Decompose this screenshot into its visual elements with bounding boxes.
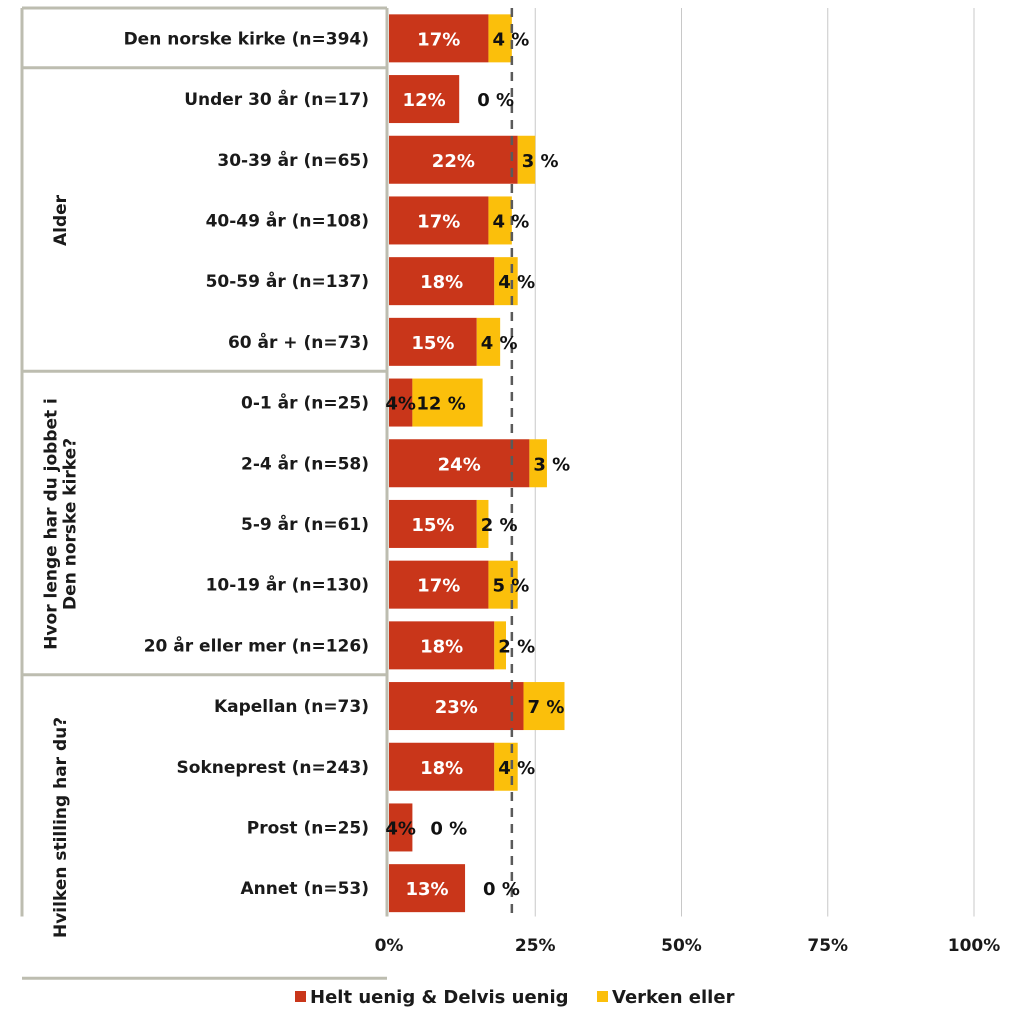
category-label: 0-1 år (n=25) (241, 392, 369, 414)
data-label-verken-eller: 7 % (528, 697, 565, 718)
x-tick-label: 100% (948, 936, 1001, 956)
bar-verken-eller (476, 499, 489, 548)
data-label-verken-eller: 0 % (477, 90, 514, 111)
bar-helt-uenig (389, 560, 489, 609)
data-label-verken-eller: 3 % (522, 151, 559, 172)
category-label: Sokneprest (n=243) (177, 758, 369, 778)
bar-helt-uenig (389, 682, 524, 731)
legend-swatch-helt-uenig (295, 991, 306, 1002)
data-label-helt-uenig: 18% (420, 636, 463, 657)
category-label: Den norske kirke (n=394) (124, 29, 369, 49)
bar-verken-eller (412, 378, 483, 427)
x-tick-label: 50% (661, 936, 702, 956)
data-label-verken-eller: 4 % (498, 758, 535, 779)
category-label: Prost (n=25) (247, 818, 369, 838)
category-label: 50-59 år (n=137) (206, 270, 369, 292)
bar-verken-eller (517, 135, 536, 184)
bar-verken-eller (494, 621, 506, 670)
data-labels: 17% 4 %12% 0 %22% 3 %17% 4 %18% 4 %15% 4 %4% 12… (385, 29, 570, 900)
data-label-verken-eller: 2 % (498, 636, 535, 657)
data-label-helt-uenig: 12% (403, 90, 446, 111)
bar-helt-uenig (389, 196, 489, 245)
category-label: Under 30 år (n=17) (184, 88, 369, 110)
bar-helt-uenig (389, 621, 495, 670)
data-label-helt-uenig: 24% (438, 454, 481, 475)
data-label-helt-uenig: 23% (435, 697, 478, 718)
data-label-verken-eller: 4 % (492, 29, 529, 50)
data-label-helt-uenig: 13% (405, 879, 448, 900)
category-label: Annet (n=53) (241, 879, 369, 899)
category-label: 2-4 år (n=58) (241, 452, 369, 474)
data-label-helt-uenig: 4% (385, 818, 416, 839)
x-tick-label: 0% (375, 936, 404, 956)
bar-helt-uenig (389, 14, 489, 63)
bar-helt-uenig (389, 75, 460, 124)
category-label: 20 år eller mer (n=126) (144, 634, 369, 656)
bar-verken-eller (488, 14, 512, 63)
data-label-verken-eller: 0 % (483, 879, 520, 900)
bar-helt-uenig (389, 439, 530, 488)
category-label: Kapellan (n=73) (214, 697, 369, 717)
data-label-verken-eller: 2 % (481, 515, 518, 536)
bar-helt-uenig (389, 864, 466, 913)
bars (389, 14, 565, 913)
bar-helt-uenig (389, 378, 413, 427)
bar-helt-uenig (389, 257, 495, 306)
data-label-helt-uenig: 17% (417, 211, 460, 232)
group-labels: Alder Hvor lenge har du jobbet iDen norsk… (42, 194, 81, 938)
data-label-verken-eller: 4 % (492, 211, 529, 232)
x-tick-label: 75% (807, 936, 848, 956)
data-label-verken-eller: 12 % (416, 394, 465, 415)
x-axis-ticks: 0% 25% 50% 75% 100% (375, 936, 1001, 956)
category-label: 10-19 år (n=130) (206, 574, 369, 596)
category-label: 30-39 år (n=65) (217, 149, 369, 171)
bar-helt-uenig (389, 742, 495, 791)
bar-helt-uenig (389, 803, 413, 852)
category-label: 5-9 år (n=61) (241, 513, 369, 535)
group-label: Hvilken stilling har du? (51, 717, 71, 938)
bar-helt-uenig (389, 317, 477, 366)
legend-swatch-verken-eller (597, 991, 608, 1002)
group-label: Hvor lenge har du jobbet iDen norske kir… (42, 398, 81, 650)
category-label: 60 år + (n=73) (228, 331, 369, 353)
data-label-helt-uenig: 15% (411, 515, 454, 536)
category-labels: Den norske kirke (n=394) Under 30 år (n=1… (124, 29, 369, 899)
bar-verken-eller (529, 439, 547, 488)
data-label-helt-uenig: 17% (417, 29, 460, 50)
legend-label-helt-uenig: Helt uenig & Delvis uenig (310, 987, 569, 1008)
data-label-helt-uenig: 17% (417, 576, 460, 597)
data-label-helt-uenig: 15% (411, 333, 454, 354)
data-label-verken-eller: 4 % (498, 272, 535, 293)
data-label-verken-eller: 5 % (492, 576, 529, 597)
bar-verken-eller (476, 317, 501, 366)
category-frame (20, 6, 389, 980)
legend-label-verken-eller: Verken eller (612, 987, 735, 1008)
data-label-verken-eller: 4 % (481, 333, 518, 354)
bar-verken-eller (523, 682, 565, 731)
data-label-helt-uenig: 4% (385, 394, 416, 415)
data-label-helt-uenig: 22% (432, 151, 475, 172)
legend: Helt uenig & Delvis uenig Verken eller (295, 987, 735, 1008)
x-tick-label: 25% (515, 936, 556, 956)
data-label-verken-eller: 0 % (430, 818, 467, 839)
data-label-verken-eller: 3 % (533, 454, 570, 475)
gridlines (534, 8, 975, 917)
bar-helt-uenig (389, 499, 477, 548)
data-label-helt-uenig: 18% (420, 758, 463, 779)
category-label: 40-49 år (n=108) (206, 209, 369, 231)
group-label: Alder (51, 194, 71, 246)
bar-helt-uenig (389, 135, 518, 184)
data-label-helt-uenig: 18% (420, 272, 463, 293)
bar-verken-eller (488, 196, 512, 245)
